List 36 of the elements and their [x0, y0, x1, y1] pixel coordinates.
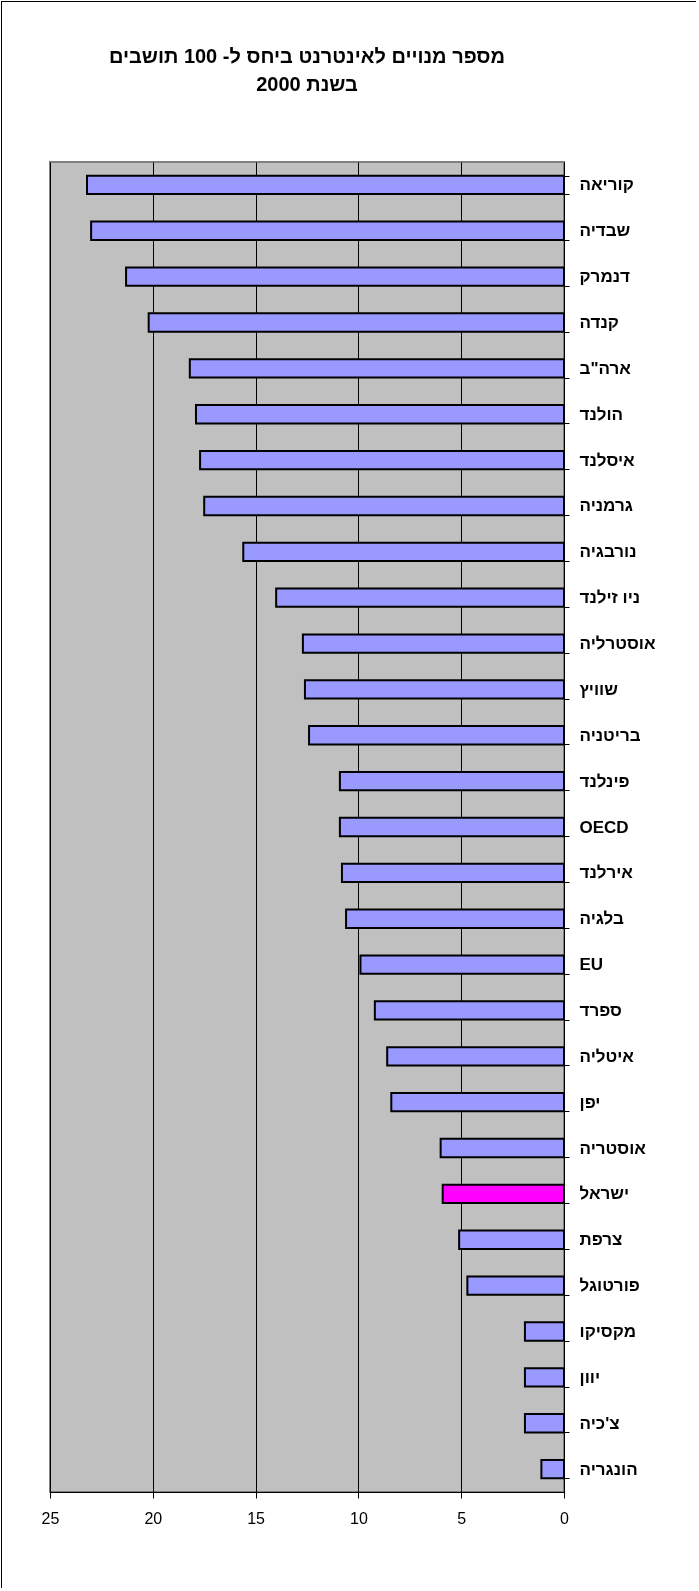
y-tick-label: יוון: [579, 1367, 601, 1387]
y-tick-label: איטליה: [579, 1046, 635, 1066]
y-tick-label: צ'כיה: [579, 1413, 620, 1433]
y-tick-label: בריטניה: [579, 725, 641, 745]
y-tick-label: קנדה: [579, 313, 619, 333]
y-tick-label: EU: [579, 955, 604, 975]
y-tick-label: ארה"ב: [579, 358, 632, 378]
x-tick-label: 5: [457, 1509, 467, 1527]
y-tick-label: ניו זילנד: [579, 588, 641, 608]
x-tick-label: 15: [247, 1509, 266, 1527]
y-tick-label: שבדיה: [579, 221, 631, 241]
y-tick-label: אוסטרליה: [579, 634, 656, 654]
y-tick-label: איסלנד: [579, 450, 636, 470]
x-tick-label: 10: [350, 1509, 368, 1527]
x-tick-label: 20: [144, 1509, 163, 1527]
y-tick-label: יפן: [579, 1092, 601, 1112]
y-tick-label: דנמרק: [579, 267, 631, 287]
y-tick-label: קוריאה: [579, 175, 634, 195]
y-tick-label: ישראל: [579, 1184, 630, 1204]
y-tick-label: שוויץ: [579, 679, 619, 699]
y-tick-label: אירלנד: [579, 863, 634, 883]
x-tick-label: 25: [41, 1509, 60, 1527]
y-tick-label: מקסיקו: [579, 1321, 637, 1341]
chart-title: מספר מנויים לאינטרנט ביחס ל- 100 תושבים בשנת 2000: [108, 45, 506, 95]
y-tick-label: הונגריה: [579, 1459, 638, 1479]
y-tick-label: פורטוגל: [579, 1276, 640, 1296]
y-tick-label: פינלנד: [579, 771, 630, 791]
x-tick-label: 0: [560, 1509, 570, 1527]
y-tick-label: בלגיה: [579, 909, 624, 929]
y-tick-label: הולנד: [579, 404, 624, 424]
y-tick-label: אוסטריה: [579, 1138, 647, 1158]
y-tick-label: OECD: [579, 817, 629, 837]
y-tick-label: צרפת: [579, 1230, 623, 1250]
y-tick-label: גרמניה: [579, 496, 633, 516]
y-tick-label: נורבגיה: [579, 542, 637, 562]
y-tick-label: ספרד: [579, 1000, 622, 1020]
